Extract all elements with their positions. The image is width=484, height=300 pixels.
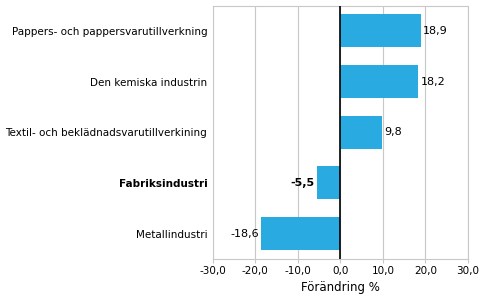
- Text: 9,8: 9,8: [384, 127, 402, 137]
- Text: 18,9: 18,9: [423, 26, 447, 36]
- Bar: [340, 116, 381, 149]
- Text: -5,5: -5,5: [290, 178, 314, 188]
- Bar: [317, 167, 340, 200]
- Bar: [340, 14, 420, 47]
- Bar: [261, 217, 340, 250]
- Text: 18,2: 18,2: [420, 76, 444, 87]
- X-axis label: Förändring %: Förändring %: [301, 281, 379, 294]
- Text: -18,6: -18,6: [230, 229, 258, 238]
- Bar: [340, 65, 417, 98]
